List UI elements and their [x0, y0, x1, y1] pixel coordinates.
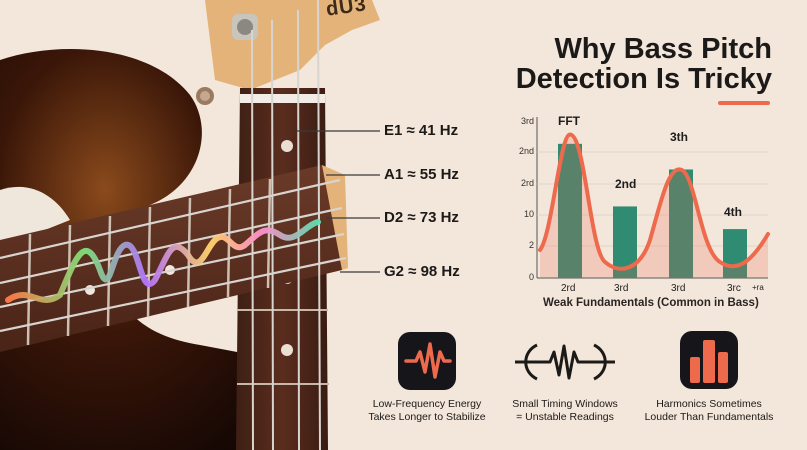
- guitar-body: [0, 49, 300, 450]
- y-tick-label: 3rd: [520, 116, 534, 126]
- x-tick-label: 3rc: [727, 283, 741, 294]
- feature-caption-timing-windows: Small Timing Windows = Unstable Readings: [490, 398, 640, 424]
- bar-label-4th: 4th: [724, 205, 742, 219]
- y-tick-label: 10: [523, 209, 534, 219]
- caption-line: Low-Frequency Energy: [372, 398, 482, 410]
- nut: [240, 94, 325, 103]
- chart-bar-4: [723, 229, 747, 278]
- bar-label-2nd: 2nd: [615, 177, 637, 191]
- x-tick-label: +ra: [752, 283, 764, 292]
- page-title-line2: Detection Is Tricky: [515, 63, 772, 95]
- x-tick-label: 3rd: [671, 283, 686, 294]
- caption-line: Takes Longer to Stabilize: [368, 411, 486, 423]
- note-label-e1: E1 ≈ 41 Hz: [384, 122, 459, 139]
- fft-curve: [538, 132, 770, 271]
- chart-x-axis-title: Weak Fundamentals (Common in Bass): [543, 297, 759, 309]
- fretboard: [0, 165, 342, 352]
- note-label-g2: G2 ≈ 98 Hz: [384, 263, 460, 280]
- signal-window-icon: [515, 343, 615, 381]
- caption-line: Louder Than Fundamentals: [644, 411, 774, 423]
- note-label-a1: A1 ≈ 55 Hz: [384, 166, 459, 183]
- y-tick-label: 2nd: [518, 146, 534, 156]
- bar-label-3th: 3th: [670, 130, 688, 144]
- pickguard: [0, 186, 70, 240]
- y-tick-label: 2: [528, 240, 534, 250]
- x-tick-label: 3rd: [614, 283, 629, 294]
- page-title-line1: Why Bass Pitch: [554, 33, 772, 65]
- title-accent-bar: [718, 101, 770, 105]
- fft-curve-label: FFT: [558, 114, 580, 128]
- caption-line: = Unstable Readings: [516, 411, 614, 423]
- chart-bar-3: [669, 169, 693, 278]
- y-tick-label: 0: [528, 272, 534, 282]
- feature-caption-low-frequency: Low-Frequency Energy Takes Longer to Sta…: [352, 398, 502, 424]
- y-tick-label: 2rd: [520, 178, 534, 188]
- x-tick-label: 2rd: [561, 283, 576, 294]
- note-label-d2: D2 ≈ 73 Hz: [384, 209, 459, 226]
- feature-caption-harmonics: Harmonics Sometimes Louder Than Fundamen…: [634, 398, 784, 424]
- caption-line: Small Timing Windows: [512, 398, 618, 410]
- caption-line: Harmonics Sometimes: [656, 398, 762, 410]
- chart-bar-1: [558, 143, 582, 278]
- vibration-wave: [5, 219, 321, 303]
